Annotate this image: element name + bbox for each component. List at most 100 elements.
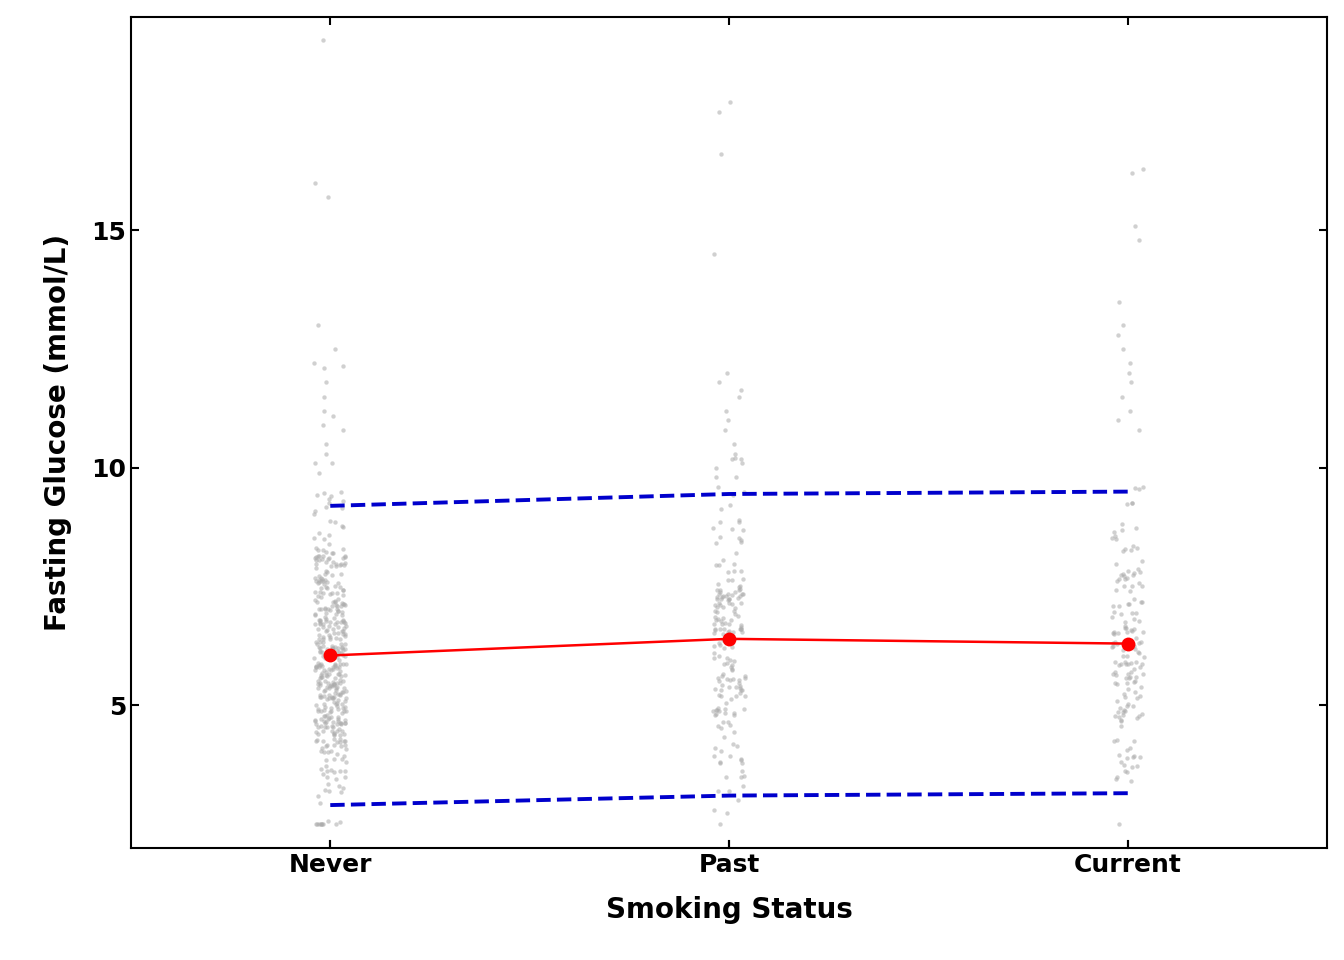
- Point: [316, 737, 337, 753]
- Point: [714, 422, 735, 438]
- Point: [309, 640, 331, 656]
- Point: [320, 614, 341, 630]
- Point: [304, 713, 325, 729]
- Point: [1114, 703, 1136, 718]
- Point: [331, 715, 352, 731]
- Point: [734, 688, 755, 704]
- Point: [712, 626, 734, 641]
- Point: [304, 651, 325, 666]
- Point: [704, 460, 726, 475]
- Point: [1120, 584, 1141, 599]
- Point: [1121, 166, 1142, 181]
- Point: [731, 596, 753, 612]
- Point: [331, 500, 352, 516]
- Point: [329, 657, 351, 672]
- Point: [1111, 516, 1133, 531]
- Point: [1106, 693, 1128, 708]
- Point: [329, 484, 351, 499]
- Point: [1121, 759, 1142, 775]
- Point: [332, 582, 353, 597]
- Point: [320, 709, 341, 725]
- Point: [320, 603, 341, 618]
- Point: [722, 573, 743, 588]
- Point: [306, 488, 328, 503]
- Point: [312, 634, 333, 649]
- Point: [1106, 732, 1128, 748]
- Point: [728, 530, 750, 545]
- Point: [312, 816, 333, 831]
- Point: [1120, 374, 1141, 390]
- Point: [731, 587, 753, 602]
- Point: [734, 485, 755, 500]
- Point: [335, 549, 356, 564]
- Point: [1105, 528, 1126, 543]
- Point: [719, 748, 741, 763]
- Point: [1114, 757, 1136, 773]
- Point: [715, 695, 737, 710]
- Point: [323, 675, 344, 690]
- Point: [1107, 704, 1129, 719]
- Point: [314, 708, 336, 724]
- Point: [312, 33, 333, 48]
- Point: [320, 586, 341, 601]
- Point: [329, 733, 351, 749]
- Point: [1124, 621, 1145, 636]
- Point: [1129, 660, 1150, 675]
- Point: [313, 620, 335, 636]
- Point: [312, 585, 333, 600]
- Point: [312, 552, 333, 567]
- Point: [730, 451, 751, 467]
- Point: [312, 632, 333, 647]
- Point: [1133, 666, 1154, 682]
- Point: [324, 689, 345, 705]
- Point: [1128, 232, 1149, 248]
- Point: [331, 705, 352, 720]
- Point: [316, 623, 337, 638]
- Point: [323, 764, 344, 780]
- Point: [335, 715, 356, 731]
- Point: [306, 681, 328, 696]
- Point: [730, 621, 751, 636]
- Point: [1113, 705, 1134, 720]
- Point: [329, 631, 351, 646]
- Point: [1129, 564, 1150, 580]
- Point: [319, 618, 340, 634]
- Point: [320, 679, 341, 694]
- Point: [708, 104, 730, 119]
- Point: [319, 628, 340, 643]
- Point: [310, 657, 332, 672]
- Point: [1116, 750, 1137, 765]
- Point: [317, 776, 339, 791]
- Point: [716, 564, 738, 580]
- Point: [1114, 689, 1136, 705]
- Point: [305, 659, 327, 674]
- Point: [732, 778, 754, 793]
- Point: [716, 650, 738, 665]
- Point: [325, 699, 347, 714]
- Point: [319, 492, 340, 507]
- Point: [317, 711, 339, 727]
- Point: [309, 627, 331, 642]
- Point: [323, 678, 344, 693]
- Point: [731, 532, 753, 547]
- Point: [703, 520, 724, 536]
- Point: [305, 561, 327, 576]
- Point: [328, 591, 349, 607]
- Point: [724, 600, 746, 615]
- Point: [316, 714, 337, 730]
- Point: [317, 650, 339, 665]
- Point: [325, 683, 347, 698]
- Point: [327, 643, 348, 659]
- Point: [332, 624, 353, 639]
- Point: [1117, 697, 1138, 712]
- Point: [324, 725, 345, 740]
- Point: [310, 816, 332, 831]
- Point: [320, 514, 341, 529]
- Point: [329, 672, 351, 687]
- Point: [1117, 496, 1138, 512]
- Point: [332, 648, 353, 663]
- Point: [331, 607, 352, 622]
- Point: [321, 555, 343, 570]
- Point: [716, 365, 738, 380]
- Point: [1128, 422, 1149, 438]
